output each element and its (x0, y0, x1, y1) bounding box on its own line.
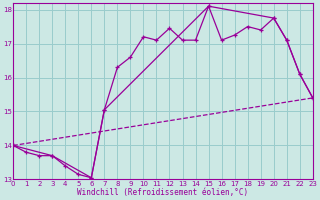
X-axis label: Windchill (Refroidissement éolien,°C): Windchill (Refroidissement éolien,°C) (77, 188, 249, 197)
